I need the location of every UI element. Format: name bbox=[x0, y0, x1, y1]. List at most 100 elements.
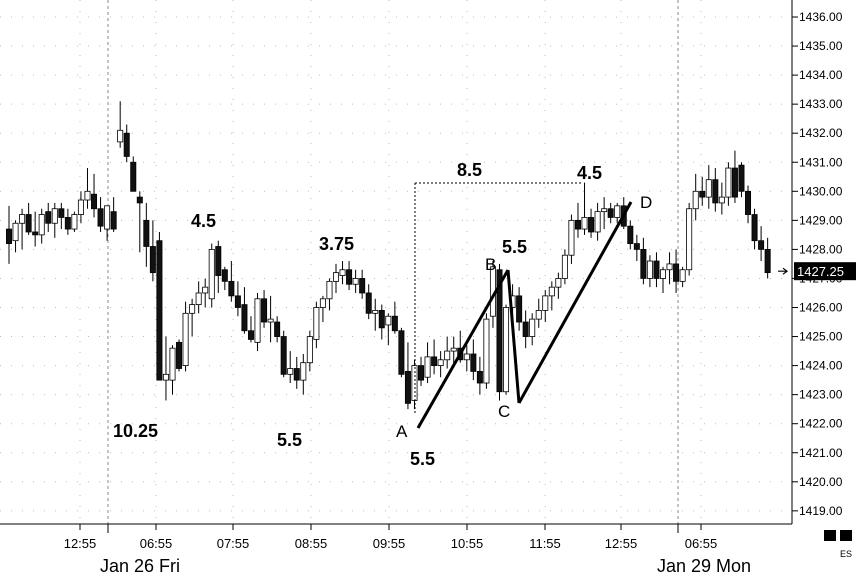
candle-body bbox=[450, 347, 457, 352]
candle bbox=[470, 339, 477, 381]
price-tick-label: 1426.00 bbox=[799, 301, 843, 315]
candle bbox=[306, 330, 313, 372]
candle-body bbox=[437, 359, 444, 367]
candle bbox=[130, 156, 137, 192]
candle bbox=[673, 249, 680, 293]
candle-body bbox=[247, 330, 254, 340]
candle bbox=[503, 304, 510, 395]
candle bbox=[267, 295, 274, 343]
candle-body bbox=[496, 269, 503, 393]
candle bbox=[601, 197, 608, 230]
candle bbox=[45, 202, 52, 232]
time-tick-label: 07:55 bbox=[217, 536, 250, 551]
date-label: Jan 29 Mon bbox=[657, 556, 751, 576]
candle bbox=[692, 173, 699, 221]
candle bbox=[91, 173, 98, 218]
date-label: Jan 26 Fri bbox=[100, 556, 180, 576]
candle-body bbox=[555, 278, 562, 288]
candle-body bbox=[516, 295, 523, 323]
candle bbox=[640, 237, 647, 285]
candle bbox=[548, 281, 555, 311]
candle bbox=[391, 301, 398, 334]
candle-body bbox=[110, 211, 117, 230]
candle bbox=[594, 202, 601, 241]
candle bbox=[38, 208, 45, 244]
candle-body bbox=[352, 278, 359, 285]
point-label: D bbox=[640, 193, 652, 212]
candle-body bbox=[261, 298, 268, 323]
time-tick-label: 08:55 bbox=[295, 536, 328, 551]
candle-body bbox=[136, 196, 143, 204]
price-tick-label: 1433.00 bbox=[799, 97, 843, 111]
annotation-label: 5.5 bbox=[502, 237, 527, 257]
candle-body bbox=[221, 269, 228, 282]
candle-body bbox=[601, 208, 608, 213]
candle bbox=[764, 237, 771, 279]
candle bbox=[215, 240, 222, 293]
candle-body bbox=[483, 318, 490, 384]
candle-body bbox=[640, 248, 647, 279]
candle-body bbox=[195, 292, 202, 305]
annotation-label: 10.25 bbox=[113, 421, 158, 441]
time-tick-label: 09:55 bbox=[373, 536, 406, 551]
candle-body bbox=[522, 321, 529, 337]
price-tick-label: 1434.00 bbox=[799, 68, 843, 82]
candle bbox=[745, 185, 752, 224]
candle bbox=[247, 316, 254, 343]
pattern-leg bbox=[416, 269, 510, 429]
candle bbox=[359, 269, 366, 299]
price-tick-label: 1421.00 bbox=[799, 446, 843, 460]
candle-body bbox=[529, 318, 536, 337]
candle-body bbox=[725, 167, 732, 198]
candle-body bbox=[404, 371, 411, 404]
candle bbox=[450, 336, 457, 366]
candle-body bbox=[32, 231, 39, 236]
candle bbox=[58, 202, 65, 230]
annotation-label: 5.5 bbox=[410, 449, 435, 469]
candle bbox=[176, 339, 183, 372]
candle-body bbox=[699, 190, 706, 198]
candle-body bbox=[169, 347, 176, 381]
candle-body bbox=[123, 132, 130, 157]
time-tick-label: 12:55 bbox=[605, 536, 638, 551]
price-tick-label: 1429.00 bbox=[799, 213, 843, 227]
candle-body bbox=[751, 214, 758, 242]
candle-body bbox=[58, 208, 65, 218]
candle-body bbox=[372, 310, 379, 314]
candle bbox=[136, 191, 143, 253]
candle bbox=[699, 176, 706, 206]
candle bbox=[19, 208, 26, 250]
price-tick-label: 1420.00 bbox=[799, 475, 843, 489]
point-label: C bbox=[498, 402, 510, 421]
candle bbox=[666, 252, 673, 285]
candle-body bbox=[398, 330, 405, 375]
candle bbox=[614, 202, 621, 224]
annotation-label: 4.5 bbox=[191, 211, 216, 231]
candle bbox=[705, 165, 712, 209]
candle bbox=[25, 202, 32, 235]
candle-body bbox=[378, 310, 385, 329]
candle bbox=[516, 287, 523, 331]
candle bbox=[234, 281, 241, 317]
candle bbox=[12, 220, 19, 253]
candle bbox=[195, 281, 202, 314]
candle-body bbox=[319, 298, 326, 308]
candle-body bbox=[254, 298, 261, 343]
candle bbox=[627, 220, 634, 250]
price-tick-label: 1425.00 bbox=[799, 330, 843, 344]
candle-body bbox=[476, 371, 483, 384]
candle-body bbox=[228, 280, 235, 297]
candle bbox=[110, 197, 117, 232]
candle-body bbox=[411, 365, 418, 401]
price-arrow bbox=[778, 267, 788, 275]
candle bbox=[84, 168, 91, 209]
candle bbox=[418, 356, 425, 386]
candle-body bbox=[646, 260, 653, 279]
time-axis: 12:55 06:55 07:55 08:55 09:55 10:55 11:55 12:55… bbox=[64, 524, 751, 576]
candle bbox=[725, 162, 732, 206]
time-tick-label: 12:55 bbox=[64, 536, 97, 551]
time-tick-label: 06:55 bbox=[685, 536, 718, 551]
candle bbox=[182, 301, 189, 372]
candle-body bbox=[25, 214, 32, 233]
candle bbox=[529, 313, 536, 346]
